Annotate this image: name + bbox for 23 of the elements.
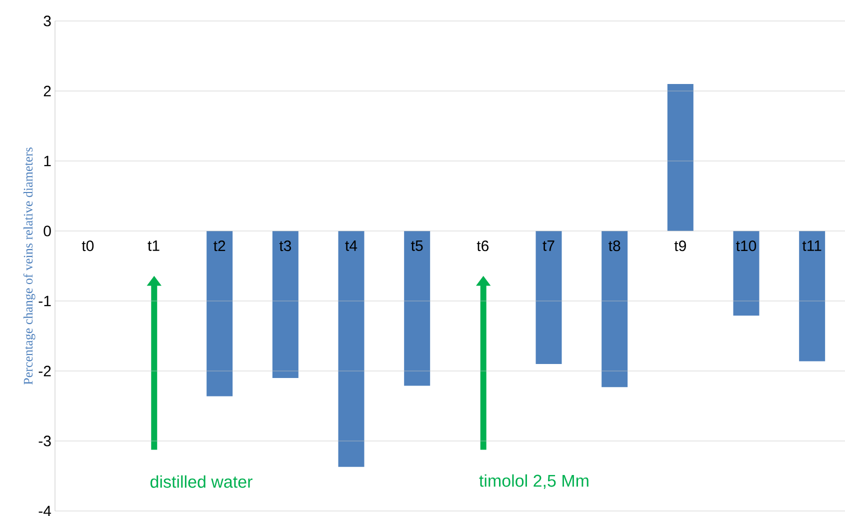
y-tick-label: -2 — [38, 366, 51, 376]
x-tick-label: t10 — [736, 240, 756, 252]
x-tick-label: t2 — [214, 240, 226, 252]
y-tick-label: 2 — [44, 86, 51, 96]
x-tick-label: t4 — [345, 240, 358, 251]
x-tick-label: t8 — [608, 240, 620, 252]
annotation: distilled water — [150, 475, 252, 488]
y-tick-label: 0 — [44, 226, 51, 236]
y-tick-label: -4 — [38, 506, 52, 516]
y-tick-label: -3 — [38, 436, 51, 446]
annotation: timolol 2,5 Mm — [479, 474, 588, 489]
x-tick-label: t0 — [82, 240, 94, 252]
y-axis-title: Percentage change of veins relative diameters — [23, 148, 36, 385]
x-tick-label: t1 — [148, 240, 160, 251]
y-tick-label: -1 — [38, 296, 51, 306]
x-tick-label: t9 — [674, 240, 686, 252]
y-tick-label: 3 — [44, 16, 51, 26]
x-tick-label: t5 — [411, 240, 423, 251]
x-tick-label: t11 — [802, 240, 822, 251]
y-tick-label: 1 — [44, 156, 51, 166]
x-tick-label: t7 — [542, 240, 554, 251]
x-tick-label: t6 — [476, 240, 489, 252]
x-tick-label: t3 — [279, 240, 292, 252]
